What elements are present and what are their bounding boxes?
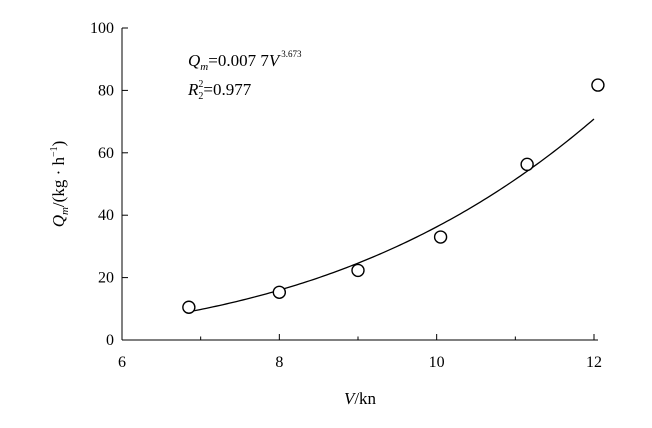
- data-point-2: [351, 263, 365, 278]
- y-axis-label-sub: m: [59, 207, 71, 215]
- y-tick-label-5: 100: [90, 20, 114, 37]
- y-axis-label-unit-close: ): [49, 141, 68, 147]
- y-ticks: 0 20 40 60 80 100: [90, 20, 128, 349]
- data-point-4: [520, 157, 534, 172]
- x-tick-label-3: 12: [586, 354, 602, 371]
- equation-rhs: =0.007 7: [208, 51, 269, 70]
- y-axis-label-unit-exp: −1: [49, 146, 60, 157]
- data-point-5: [591, 78, 605, 92]
- fit-curve: [192, 118, 595, 312]
- y-tick-label-0: 0: [106, 332, 114, 349]
- data-point-0: [182, 300, 196, 314]
- x-axis-label-unit: /kn: [354, 389, 376, 408]
- x-axis-label-var: V: [344, 389, 357, 408]
- r2-lhs-sub: 2: [198, 91, 203, 102]
- y-tick-label-4: 80: [98, 82, 114, 99]
- y-axis-label-unit-open: /(kg · h: [49, 157, 68, 208]
- equation-lhs: Q: [188, 51, 200, 70]
- y-axis-label: Qm/(kg · h−1): [49, 141, 71, 228]
- y-tick-label-1: 20: [98, 270, 114, 287]
- equation-annotation: Qm=0.007 7V 3.673: [188, 49, 302, 73]
- x-ticks: 6 8 10 12: [118, 334, 602, 371]
- r2-lhs-sup: 2: [198, 79, 203, 90]
- y-tick-label-2: 40: [98, 207, 114, 224]
- x-tick-label-0: 6: [118, 354, 126, 371]
- plot-area: 0 20 40 60 80 100 6 8 10 12: [90, 20, 605, 371]
- x-tick-label-1: 8: [275, 354, 283, 371]
- equation-lhs-sub: m: [200, 61, 208, 73]
- equation-var: V: [269, 51, 282, 70]
- equation-exp: 3.673: [281, 49, 302, 59]
- y-tick-label-3: 60: [98, 145, 114, 162]
- y-axis-label-var: Q: [49, 215, 68, 227]
- x-tick-label-2: 10: [429, 354, 445, 371]
- data-point-3: [433, 230, 448, 244]
- r2-rhs: =0.977: [203, 80, 251, 99]
- r2-annotation: R2 2=0.977: [187, 79, 252, 102]
- x-axis-label: V/kn: [344, 389, 377, 408]
- r2-lhs: R: [187, 80, 199, 99]
- data-points: [182, 78, 605, 314]
- data-point-1: [272, 285, 287, 299]
